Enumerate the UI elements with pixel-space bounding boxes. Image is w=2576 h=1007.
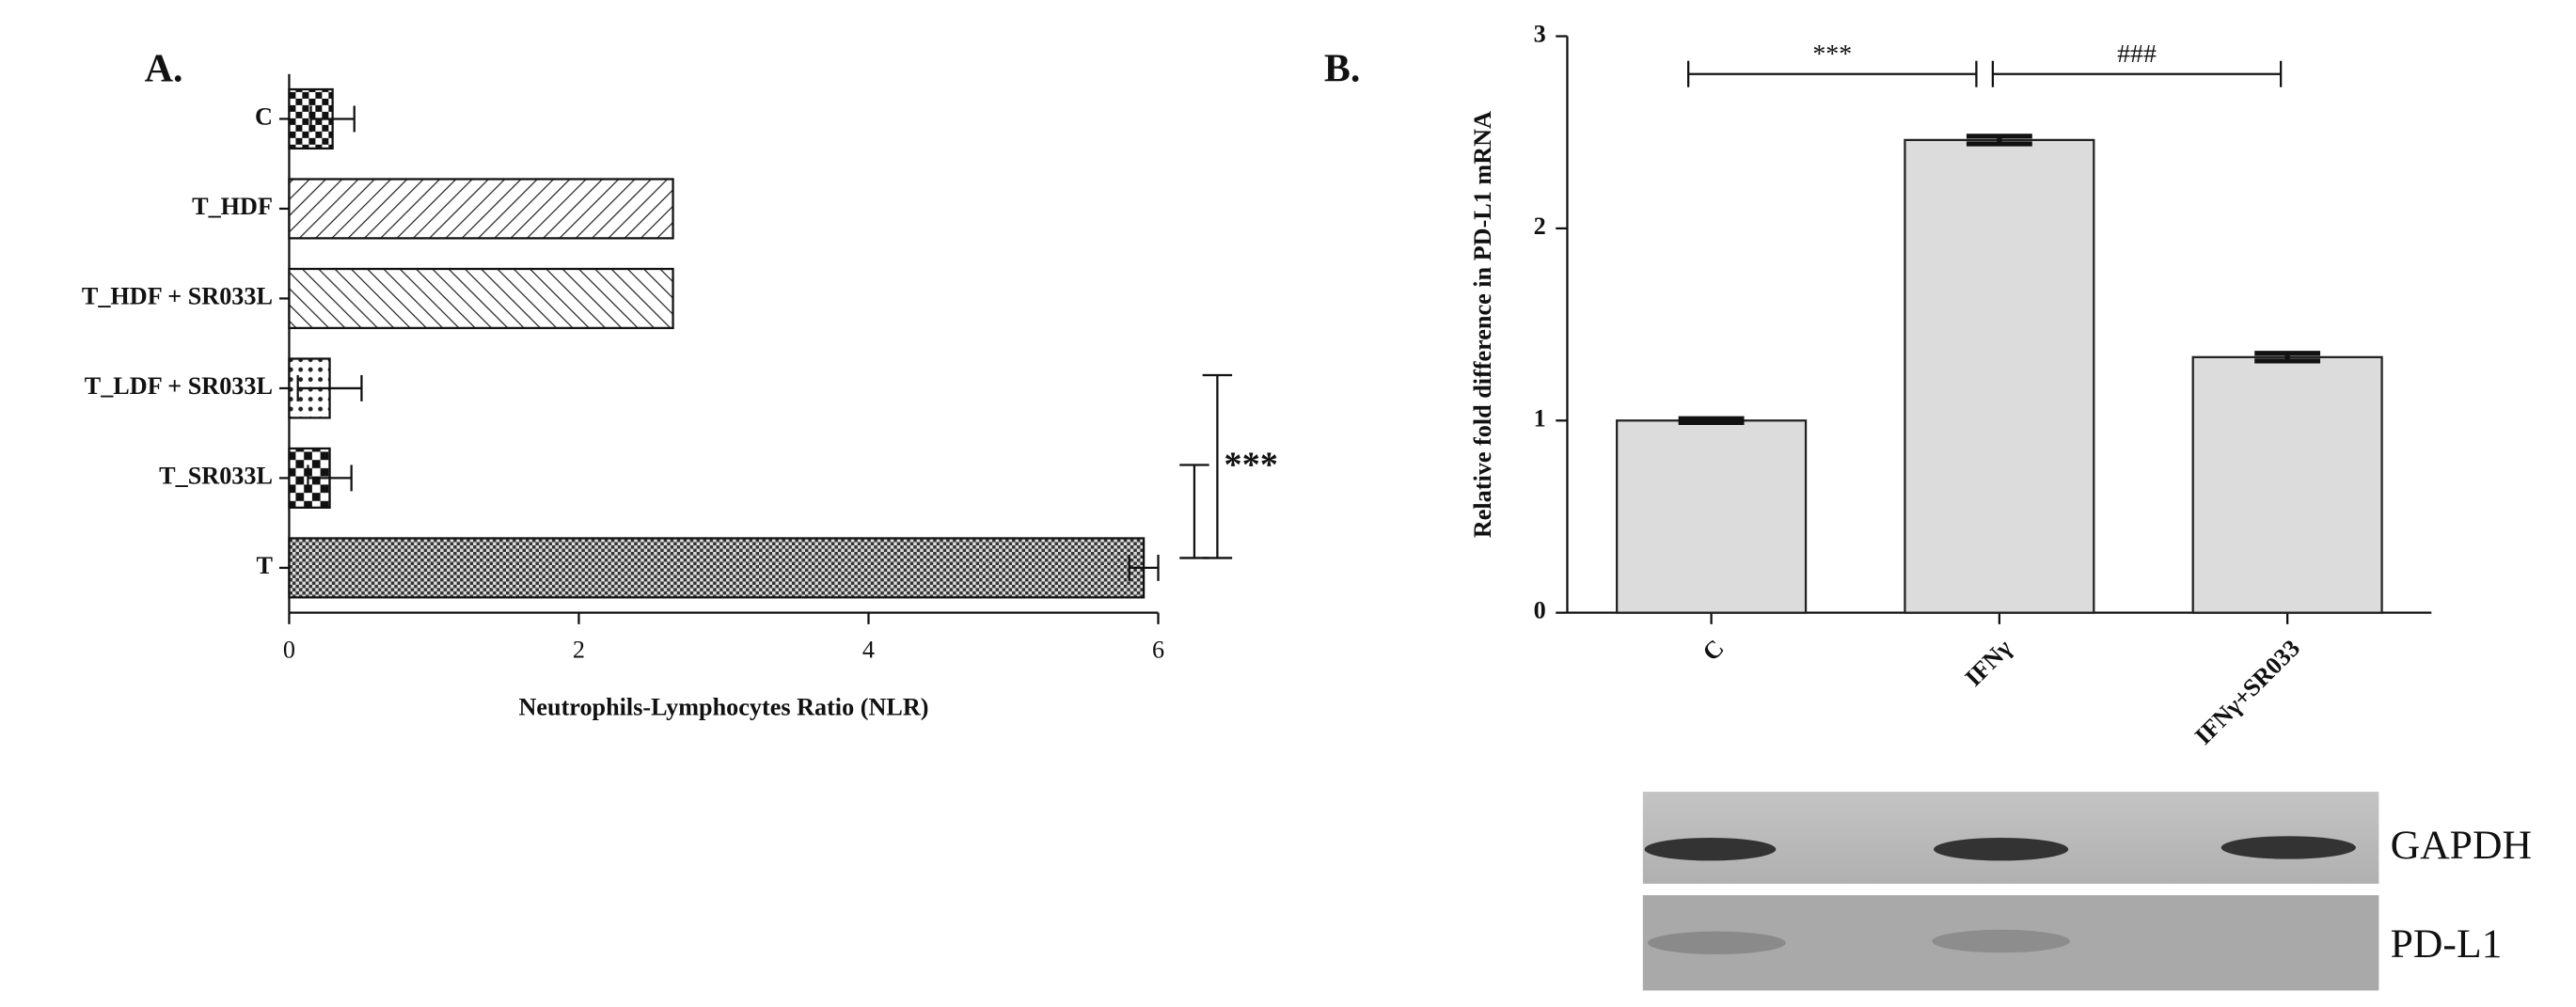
annotation: *** xyxy=(1812,39,1852,69)
y-tick-label: T_SR033L xyxy=(159,462,273,489)
bar xyxy=(288,178,674,240)
panel-label: A. xyxy=(145,48,183,91)
y-tick-label: 2 xyxy=(1534,212,1546,240)
error-bar xyxy=(2254,351,2321,364)
error-bar xyxy=(296,374,363,401)
band xyxy=(1648,931,1786,954)
y-tick-label: 0 xyxy=(1534,597,1546,624)
error-bar xyxy=(1128,554,1160,581)
x-tick-label: 4 xyxy=(862,637,875,664)
band xyxy=(1644,837,1777,861)
y-tick-label: 1 xyxy=(1534,404,1546,432)
x-axis-label: Neutrophils-Lymphocytes Ratio (NLR) xyxy=(518,694,928,721)
y-tick-label: T_HDF xyxy=(192,193,273,220)
blot-label: PD-L1 xyxy=(2391,921,2503,967)
error-bar xyxy=(1678,416,1745,425)
panel-label: B. xyxy=(1324,48,1360,91)
y-tick-label: 3 xyxy=(1534,21,1546,48)
x-tick-label: IFNγ+SR033 xyxy=(2189,635,2305,750)
y-axis-label: Relative fold difference in PD-L1 mRNA xyxy=(1469,111,1496,538)
bar xyxy=(1616,419,1808,614)
error-bar xyxy=(309,105,356,133)
bar xyxy=(288,267,674,330)
y-tick-label: T xyxy=(257,552,274,579)
x-tick-label: 2 xyxy=(573,637,585,664)
error-bar xyxy=(1966,134,2032,147)
y-tick-label: T_LDF + SR033L xyxy=(85,372,273,400)
blot-label: GAPDH xyxy=(2391,823,2532,868)
error-bar xyxy=(307,464,353,492)
x-tick-label: IFNγ xyxy=(1960,635,2017,692)
bar xyxy=(1904,138,2095,614)
band xyxy=(1932,929,2070,953)
band xyxy=(2220,836,2356,859)
bar xyxy=(2191,355,2383,614)
bar xyxy=(288,537,1146,599)
x-tick-label: 0 xyxy=(283,637,295,664)
x-tick-label: C xyxy=(1698,635,1730,667)
annotation: *** xyxy=(1224,446,1278,485)
x-tick-label: 6 xyxy=(1152,637,1164,664)
y-tick-label: T_HDF + SR033L xyxy=(82,282,273,309)
y-tick-label: C xyxy=(255,102,273,130)
annotation: ### xyxy=(2117,39,2157,69)
band xyxy=(1933,837,2069,861)
